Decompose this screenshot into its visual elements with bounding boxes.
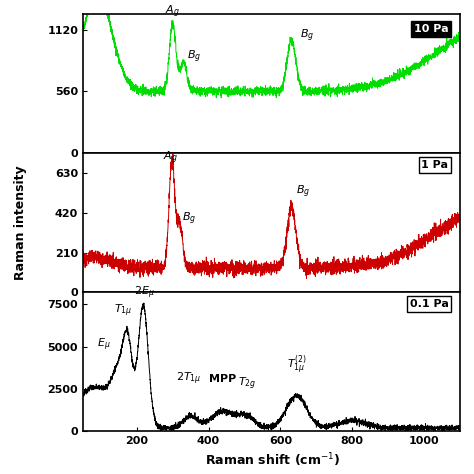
Text: Raman shift (cm$^{-1}$): Raman shift (cm$^{-1}$) — [205, 452, 340, 469]
Text: $T_{2g}$: $T_{2g}$ — [238, 376, 256, 392]
Text: $A_g$: $A_g$ — [165, 3, 180, 20]
Text: 1 Pa: 1 Pa — [421, 160, 448, 170]
Text: 0.1 Pa: 0.1 Pa — [410, 299, 448, 309]
Text: 10 Pa: 10 Pa — [414, 24, 448, 34]
Text: $B_g$: $B_g$ — [300, 28, 314, 45]
Text: $A_g$: $A_g$ — [163, 149, 178, 165]
Text: $B_g$: $B_g$ — [182, 210, 196, 227]
Text: $B_g$: $B_g$ — [296, 184, 311, 200]
Text: $E_{\mu}$: $E_{\mu}$ — [97, 337, 110, 353]
Text: $T_{1\mu}^{(2)}$: $T_{1\mu}^{(2)}$ — [286, 354, 307, 377]
Text: $T_{1\mu}$: $T_{1\mu}$ — [114, 303, 133, 319]
Text: $B_g$: $B_g$ — [187, 49, 201, 65]
Text: $2T_{1\mu}$: $2T_{1\mu}$ — [176, 371, 201, 387]
Text: $2E_{\mu}$: $2E_{\mu}$ — [134, 284, 155, 301]
Text: Raman intensity: Raman intensity — [14, 165, 27, 280]
Text: MPP: MPP — [210, 374, 237, 384]
